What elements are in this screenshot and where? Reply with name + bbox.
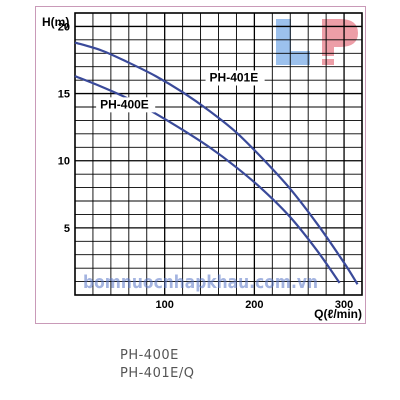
x-tick-label: 100	[156, 299, 174, 311]
y-tick-label: 5	[64, 223, 70, 235]
x-tick-label: 200	[245, 299, 263, 311]
caption-ph-401eq: PH-401E/Q	[120, 366, 195, 381]
y-tick-label: 10	[58, 156, 70, 168]
curve-ph-401e	[74, 41, 359, 285]
chart-frame	[35, 6, 366, 324]
y-tick-label: 20	[58, 21, 70, 33]
series-label-ph-401e: PH-401E	[210, 70, 259, 84]
x-axis-label: Q(ℓ/min)	[314, 307, 362, 321]
caption-ph-400e: PH-400E	[120, 348, 179, 363]
y-axis-label: H(m)	[42, 15, 69, 29]
curve-ph-400e	[74, 75, 341, 284]
series-label-bg	[96, 97, 156, 113]
y-tick-label: 15	[58, 89, 70, 101]
series-label-ph-400e: PH-400E	[100, 97, 149, 111]
series-label-bg	[205, 70, 265, 86]
watermark-text: bomnuocnhapkhau.com.vn	[83, 272, 318, 293]
x-tick-label: 300	[335, 299, 353, 311]
plot-area-border	[74, 12, 363, 296]
